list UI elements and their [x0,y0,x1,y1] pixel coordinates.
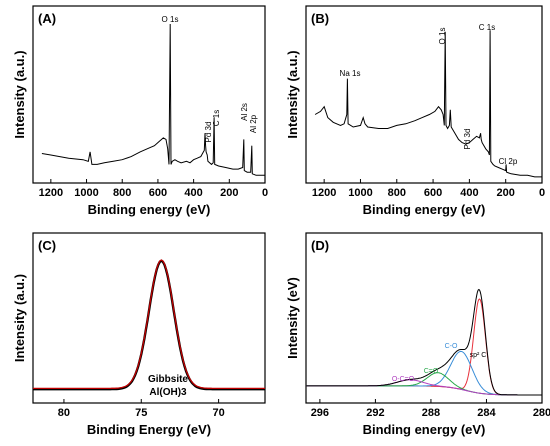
x-tick-label: 280 [533,407,550,419]
annotation-formula: Al(OH)3 [149,387,187,398]
y-axis-label: Intensity (a.u.) [12,274,27,362]
panel-a: 1200 1000 800 600 400 200 0 Binding energy (eV)… [12,5,268,217]
background-line [306,385,542,396]
panel-label: (D) [311,238,329,253]
x-tick-label: 296 [311,407,329,419]
y-axis-label: Intensity (eV) [285,277,300,359]
peak-label-pd3d: Pd 3d [204,122,213,143]
plot-frame [305,232,543,404]
x-tick-label: 292 [366,407,384,419]
x-axis-label: Binding energy (eV) [88,202,211,217]
x-axis-label: Binding energy (eV) [363,202,486,217]
x-tick-label: 600 [424,187,442,199]
x-tick-label: 1000 [74,187,98,199]
x-tick-label: 70 [212,407,224,419]
panel-label: (C) [38,238,56,253]
x-tick-label: 600 [149,187,167,199]
x-tick-label: 200 [497,187,515,199]
panel-b: 1200 1000 800 600 400 200 0 Binding energy (eV)… [285,5,545,217]
x-tick-label: 400 [460,187,478,199]
spectrum-line [314,30,542,178]
peak-label-o1s: O 1s [438,28,447,45]
annotation-gibbsite: Gibbsite [148,374,188,385]
peak-label-na1s: Na 1s [340,69,361,78]
component-label-co-double: C=O [424,368,439,375]
peak-label-al2s: Al 2s [240,103,249,121]
peak-label-al2p: Al 2p [249,114,258,133]
spectrum-line [41,23,265,176]
x-tick-label: 288 [422,407,440,419]
x-tick-label: 200 [220,187,238,199]
peak-label-cl2p: Cl 2p [499,157,518,166]
peak-label-c1s: C 1s [479,23,495,32]
peak-label-pd3d: Pd 3d [463,129,472,150]
y-axis-label: Intensity (a.u.) [12,50,27,138]
x-tick-label: 400 [184,187,202,199]
component-label-co-single: C-O [445,343,458,350]
x-tick-label: 1200 [39,187,63,199]
component-label-ocoo: O-C=O [392,376,415,383]
plot-frame [32,5,266,184]
x-tick-label: 0 [539,187,545,199]
raw-spectrum-line [33,259,265,391]
panel-label: (B) [311,11,329,26]
x-tick-label: 1000 [348,187,372,199]
x-tick-label: 800 [388,187,406,199]
panel-label: (A) [38,11,56,26]
x-tick-label: 0 [262,187,268,199]
component-label-sp2c: sp² C [470,352,487,359]
plot-frame [305,5,543,184]
x-axis-label: Binding Energy (eV) [87,422,211,437]
x-tick-label: 75 [135,407,147,419]
x-axis-label: Binding energy (eV) [363,422,486,437]
x-tick-label: 1200 [312,187,336,199]
plot-frame [32,232,266,404]
peak-label-o1s: O 1s [162,15,179,24]
fitted-spectrum-line [33,259,265,390]
component-line-3 [306,379,542,396]
envelope-line [306,288,542,396]
x-tick-label: 80 [58,407,70,419]
y-axis-label: Intensity (a.u.) [285,50,300,138]
x-tick-label: 284 [477,407,496,419]
peak-label-c1s: C 1s [212,110,221,126]
x-tick-label: 800 [113,187,131,199]
panel-d: 296 292 288 284 280 Binding energy (eV) Intens… [285,232,550,437]
component-line-2 [306,372,542,396]
